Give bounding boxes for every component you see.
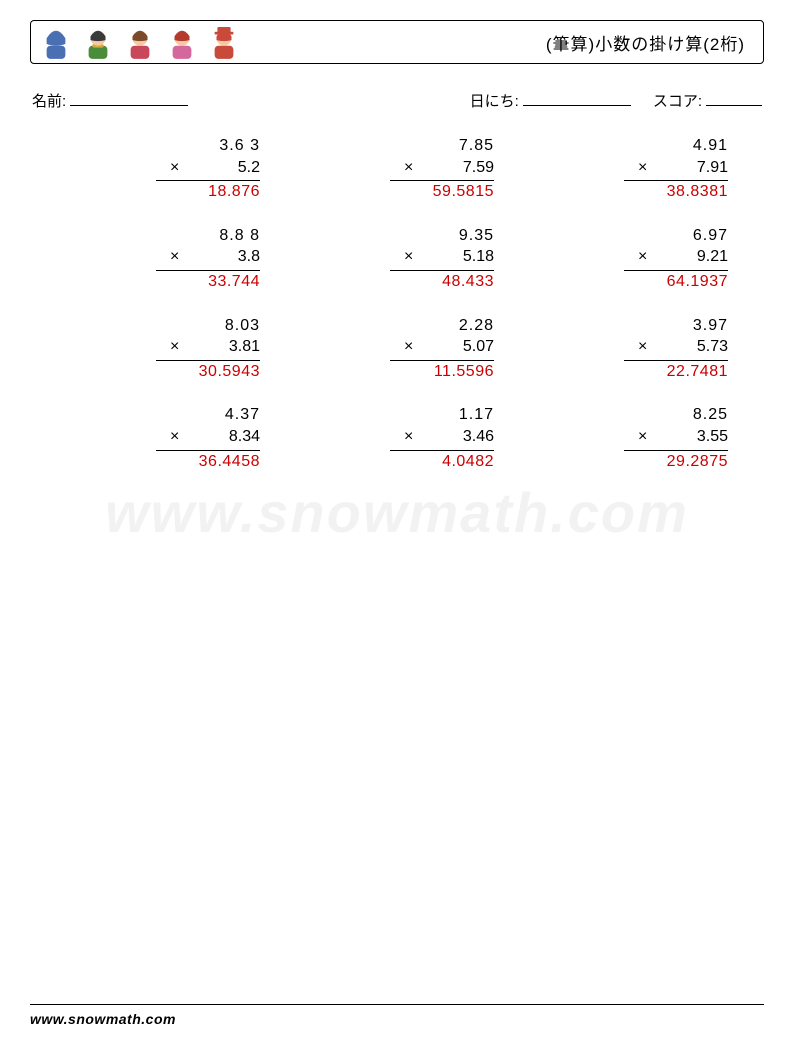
avatar-row [41,25,239,59]
score-label: スコア: [653,90,702,111]
multiplicand: 1.17 [404,404,494,426]
multiplier: 5.07 [463,336,494,358]
problem-5: 9.35 × 5.18 48.433 [300,225,494,293]
avatar-5-icon [209,25,239,59]
footer-url: www.snowmath.com [30,1011,176,1027]
answer: 4.0482 [390,451,494,473]
name-blank [70,90,188,106]
avatar-3-icon [125,25,155,59]
watermark: www.snowmath.com [0,480,794,545]
multiplier: 3.46 [463,426,494,448]
multiplier: 7.91 [697,157,728,179]
worksheet-title: (筆算)小数の掛け算(2桁) [546,30,745,55]
answer: 29.2875 [624,451,728,473]
problem-2: 7.85 × 7.59 59.5815 [300,135,494,203]
operator: × [638,246,647,268]
multiplicand: 6.97 [638,225,728,247]
answer: 48.433 [390,271,494,293]
operator: × [170,157,179,179]
operator: × [638,426,647,448]
multiplier: 3.8 [238,246,260,268]
multiplicand: 8.03 [170,315,260,337]
problem-7: 8.03 × 3.81 30.5943 [66,315,260,383]
multiplier: 3.81 [229,336,260,358]
operator: × [404,157,413,179]
footer: www.snowmath.com [30,1004,764,1027]
problem-8: 2.28 × 5.07 11.5596 [300,315,494,383]
multiplicand: 7.85 [404,135,494,157]
operator: × [404,426,413,448]
answer: 11.5596 [390,361,494,383]
avatar-2-icon [83,25,113,59]
multiplicand: 2.28 [404,315,494,337]
answer: 64.1937 [624,271,728,293]
multiplier: 9.21 [697,246,728,268]
operator: × [404,246,413,268]
answer: 30.5943 [156,361,260,383]
problem-12: 8.25 × 3.55 29.2875 [534,404,728,472]
multiplicand: 9.35 [404,225,494,247]
date-label: 日にち: [470,90,519,111]
answer: 38.8381 [624,181,728,203]
problem-10: 4.37 × 8.34 36.4458 [66,404,260,472]
problem-4: 8.8 8 × 3.8 33.744 [66,225,260,293]
answer: 36.4458 [156,451,260,473]
answer: 18.876 [156,181,260,203]
multiplier: 5.18 [463,246,494,268]
multiplicand: 8.8 8 [170,225,260,247]
multiplicand: 3.6 3 [170,135,260,157]
multiplier: 8.34 [229,426,260,448]
meta-row: 名前: 日にち: スコア: [30,90,764,135]
multiplier: 5.2 [238,157,260,179]
multiplicand: 4.91 [638,135,728,157]
operator: × [170,426,179,448]
multiplicand: 3.97 [638,315,728,337]
multiplicand: 4.37 [170,404,260,426]
date-blank [523,90,631,106]
answer: 22.7481 [624,361,728,383]
problem-11: 1.17 × 3.46 4.0482 [300,404,494,472]
operator: × [170,336,179,358]
multiplier: 7.59 [463,157,494,179]
problem-9: 3.97 × 5.73 22.7481 [534,315,728,383]
operator: × [170,246,179,268]
score-blank [706,90,762,106]
problem-3: 4.91 × 7.91 38.8381 [534,135,728,203]
avatar-1-icon [41,25,71,59]
multiplier: 5.73 [697,336,728,358]
problem-6: 6.97 × 9.21 64.1937 [534,225,728,293]
problem-1: 3.6 3 × 5.2 18.876 [66,135,260,203]
multiplicand: 8.25 [638,404,728,426]
operator: × [638,157,647,179]
name-field: 名前: [32,90,188,111]
avatar-4-icon [167,25,197,59]
name-label: 名前: [32,90,66,111]
problems-grid: 3.6 3 × 5.2 18.876 7.85 × 7.59 59.5815 4… [30,135,764,472]
operator: × [638,336,647,358]
multiplier: 3.55 [697,426,728,448]
answer: 33.744 [156,271,260,293]
answer: 59.5815 [390,181,494,203]
worksheet-header: (筆算)小数の掛け算(2桁) [30,20,764,64]
operator: × [404,336,413,358]
